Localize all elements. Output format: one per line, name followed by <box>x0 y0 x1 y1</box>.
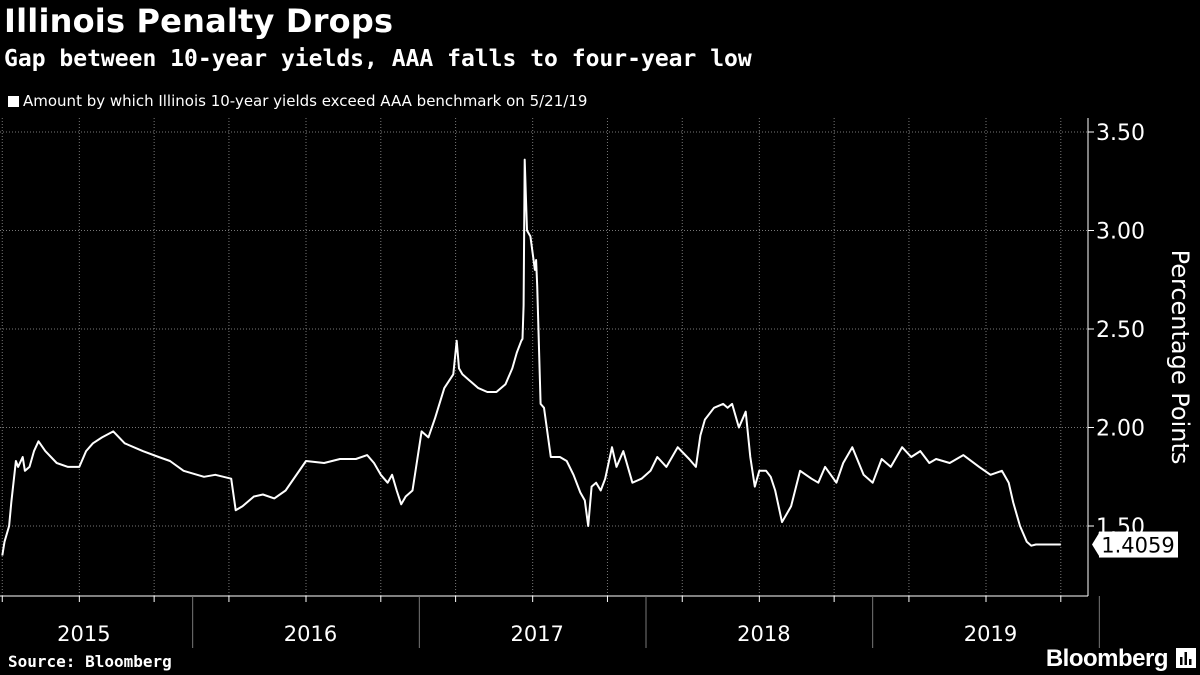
axes <box>0 118 1089 597</box>
y-axis-label: Percentage Points <box>1166 250 1194 465</box>
y-tick-label: 2.00 <box>1096 417 1145 442</box>
chart-icon <box>1176 648 1196 668</box>
y-tick-label: 3.00 <box>1096 220 1145 245</box>
last-value-label: 1.4059 <box>1101 534 1174 558</box>
series-line-group <box>1 158 1061 556</box>
legend-label: Amount by which Illinois 10-year yields … <box>23 92 588 110</box>
series-line <box>1 158 1061 556</box>
last-value-box <box>1099 531 1178 558</box>
y-tick-label: 2.50 <box>1096 318 1145 343</box>
chart-title: Illinois Penalty Drops <box>4 2 394 40</box>
x-year-label: 2018 <box>737 622 790 646</box>
x-year-label: 2017 <box>510 622 563 646</box>
last-value-pointer <box>1092 531 1100 558</box>
chart-subtitle: Gap between 10-year yields, AAA falls to… <box>4 46 752 72</box>
legend-swatch <box>8 95 19 107</box>
x-year-labels: 2015 2016 2017 2018 2019 <box>1 596 1100 648</box>
y-ticks: 1.502.002.503.003.50 <box>1088 121 1145 540</box>
brand-logo: Bloomberg <box>1045 645 1169 672</box>
source-note: Source: Bloomberg <box>8 652 172 671</box>
x-year-label: 2016 <box>284 622 337 646</box>
x-year-label: 2015 <box>57 622 110 646</box>
grid <box>0 118 1088 596</box>
legend: Amount by which Illinois 10-year yields … <box>8 92 587 110</box>
x-year-label: 2019 <box>964 622 1017 646</box>
y-tick-label: 3.50 <box>1096 121 1145 146</box>
last-value-marker: 1.4059 <box>1092 531 1178 558</box>
